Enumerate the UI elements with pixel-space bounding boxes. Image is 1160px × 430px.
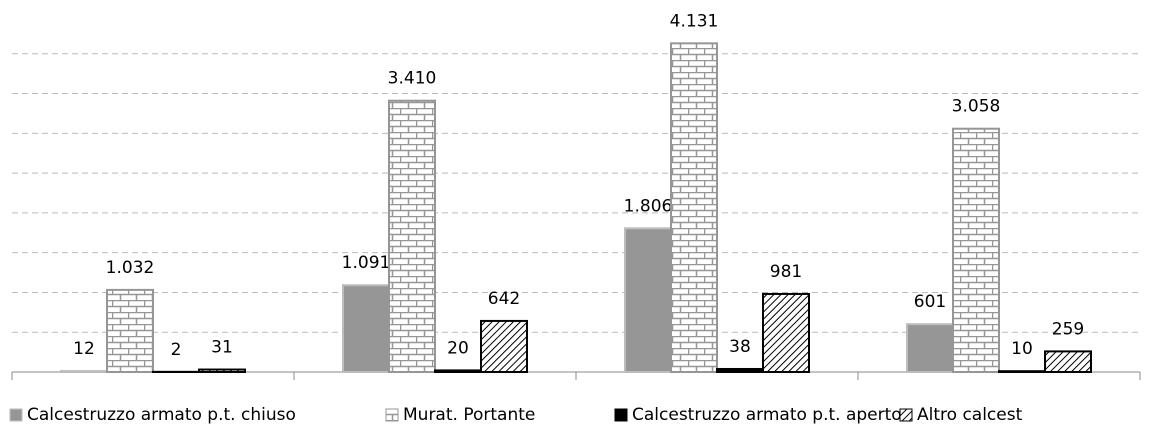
bar — [434, 369, 482, 373]
data-label: 31 — [211, 338, 233, 358]
data-label: 10 — [1011, 339, 1033, 359]
data-label: 2 — [171, 340, 182, 360]
bar — [716, 367, 764, 374]
data-label: 3.410 — [388, 69, 437, 89]
bar — [906, 323, 954, 373]
data-label: 601 — [914, 292, 946, 312]
bar — [388, 99, 436, 374]
legend-label: Calcestruzzo armato p.t. chiuso — [27, 405, 296, 425]
data-label: 1.091 — [342, 253, 391, 273]
bar — [480, 319, 528, 373]
data-label: 12 — [73, 339, 95, 359]
data-label: 642 — [488, 289, 520, 309]
bar — [198, 368, 246, 374]
bar — [670, 42, 718, 374]
data-label: 3.058 — [952, 97, 1001, 117]
data-label: 1.806 — [624, 196, 673, 216]
data-label: 1.032 — [106, 258, 155, 278]
legend-label: Calcestruzzo armato p.t. aperto — [632, 405, 902, 425]
data-label: 20 — [447, 338, 469, 358]
legend-swatch — [899, 408, 913, 422]
bar — [106, 288, 154, 374]
legend-label: Murat. Portante — [403, 405, 535, 425]
legend-swatch — [614, 408, 628, 422]
bar — [998, 370, 1046, 373]
bar — [762, 292, 810, 373]
legend-swatch — [9, 408, 23, 422]
legend-label: Altro calcest — [917, 405, 1023, 425]
data-label: 259 — [1052, 319, 1084, 339]
legend-swatch — [385, 408, 399, 422]
bar — [952, 127, 1000, 373]
bar — [1044, 350, 1092, 373]
data-label: 4.131 — [670, 11, 719, 31]
data-label: 981 — [770, 262, 802, 282]
bar — [60, 370, 108, 373]
bar — [342, 284, 390, 374]
bar — [624, 227, 672, 373]
data-label: 38 — [729, 337, 751, 357]
